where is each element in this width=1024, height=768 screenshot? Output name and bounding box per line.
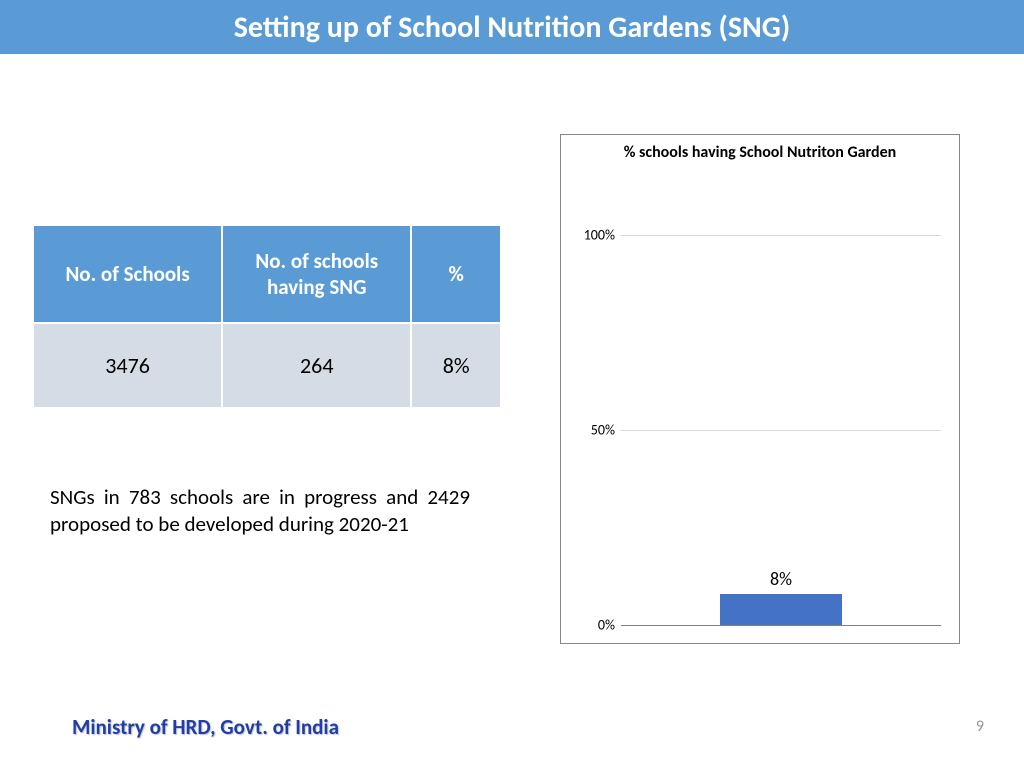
- page-title: Setting up of School Nutrition Gardens (…: [234, 9, 791, 46]
- table-cell: 3476: [33, 323, 222, 408]
- chart-plot-area: 0%50%100%8%: [621, 235, 941, 625]
- gridline: [621, 625, 941, 626]
- gridline: [621, 235, 941, 236]
- col-header: %: [411, 225, 501, 323]
- bar-value-label: 8%: [720, 568, 842, 590]
- chart-title: % schools having School Nutriton Garden: [561, 135, 959, 162]
- table-row: 3476 264 8%: [33, 323, 501, 408]
- chart-bar: 8%: [720, 594, 842, 625]
- title-bar: Setting up of School Nutrition Gardens (…: [0, 0, 1024, 54]
- col-header: No. of schools having SNG: [222, 225, 411, 323]
- y-axis-label: 50%: [591, 422, 615, 439]
- table-cell: 8%: [411, 323, 501, 408]
- percent-chart: % schools having School Nutriton Garden …: [560, 134, 960, 644]
- footer-ministry: Ministry of HRD, Govt. of India: [72, 714, 339, 740]
- note-text: SNGs in 783 schools are in progress and …: [50, 484, 470, 539]
- content-area: No. of Schools No. of schools having SNG…: [0, 54, 1024, 768]
- col-header: No. of Schools: [33, 225, 222, 323]
- table-header-row: No. of Schools No. of schools having SNG…: [33, 225, 501, 323]
- sng-data-table: No. of Schools No. of schools having SNG…: [32, 224, 502, 409]
- y-axis-label: 0%: [598, 617, 615, 634]
- y-axis-label: 100%: [584, 227, 615, 244]
- gridline: [621, 430, 941, 431]
- page-number: 9: [976, 717, 984, 736]
- table-cell: 264: [222, 323, 411, 408]
